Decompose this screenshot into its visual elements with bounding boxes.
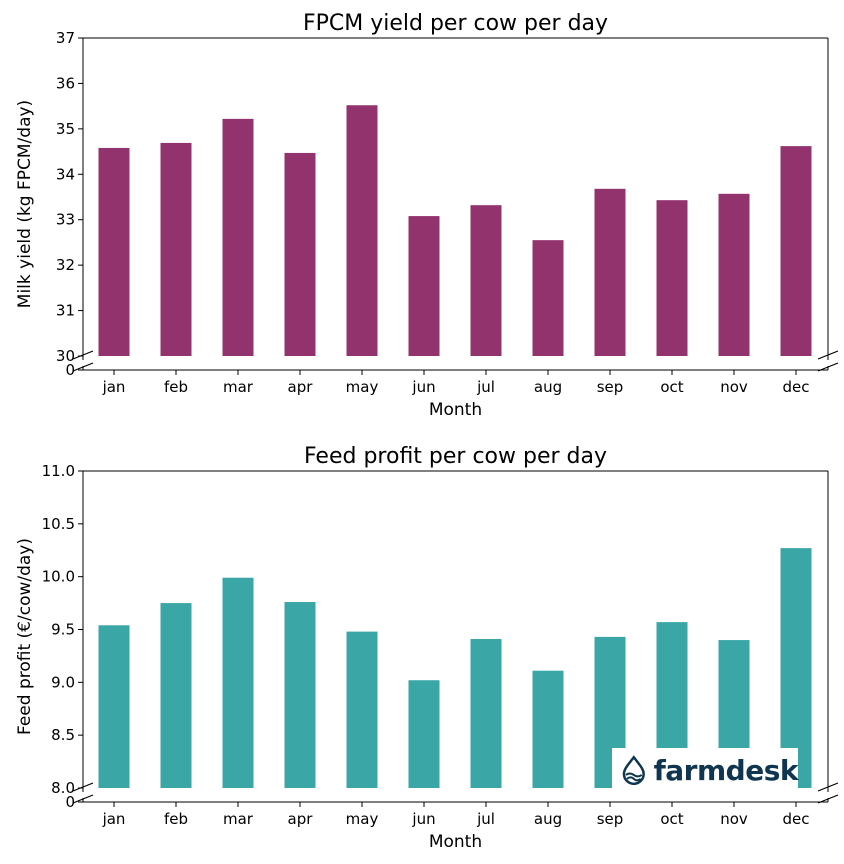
bar-feb [160,142,192,356]
x-tick-label: jul [476,810,495,828]
x-tick-label: oct [660,810,683,828]
x-tick-label: aug [534,378,562,396]
x-tick-label: may [346,810,379,828]
bar-nov [718,193,750,356]
x-tick-label: mar [223,378,254,396]
bar-dec [780,146,812,356]
bar-jan [98,147,130,356]
x-tick-label: mar [223,810,254,828]
y-axis-label: Milk yield (kg FPCM/day) [15,100,35,308]
farmdesk-logo: farmdesk [612,748,799,792]
x-tick-label: nov [720,378,748,396]
x-tick-label: jun [411,810,435,828]
x-tick-label: dec [783,378,810,396]
y-tick-label: 33 [56,211,75,229]
y-tick-label: 36 [56,74,75,92]
y-tick-label: 9.5 [51,621,75,639]
y-tick-label: 8.5 [51,726,75,744]
bar-jul [470,639,502,788]
y-tick-label: 35 [56,120,75,138]
x-tick-label: oct [660,378,683,396]
x-tick-label: feb [164,378,188,396]
x-tick-label: jul [476,378,495,396]
bar-jun [408,216,440,356]
x-tick-label: sep [597,810,624,828]
y-tick-label: 30 [56,347,75,365]
axis-break-mark [817,794,839,804]
x-tick-label: nov [720,810,748,828]
bar-aug [532,670,564,788]
axis-break-mark [817,362,839,372]
x-tick-label: apr [288,810,314,828]
bar-may [346,105,378,356]
axis-break-mark [72,362,94,372]
x-tick-label: apr [288,378,314,396]
x-tick-label: jan [102,378,126,396]
y-tick-label: 37 [56,29,75,47]
x-tick-label: aug [534,810,562,828]
bar-oct [656,200,688,356]
bar-feb [160,603,192,788]
y-tick-label: 10.5 [42,515,75,533]
bar-jan [98,625,130,788]
axis-break-mark [72,782,94,792]
chart-title: FPCM yield per cow per day [303,11,608,36]
y-axis-label: Feed profit (€/cow/day) [15,538,35,735]
bar-jun [408,680,440,788]
y-tick-label: 10.0 [42,568,75,586]
x-tick-label: jun [411,378,435,396]
y-zero-label: 0 [65,361,75,379]
axis-break-mark [72,794,94,804]
x-tick-label: dec [783,810,810,828]
bar-mar [222,577,254,788]
x-axis-label: Month [429,832,482,852]
y-tick-label: 31 [56,302,75,320]
bar-aug [532,240,564,356]
y-tick-label: 9.0 [51,673,75,691]
bar-apr [284,602,316,788]
bar-sep [594,188,626,356]
y-tick-label: 8.0 [51,779,75,797]
x-tick-label: sep [597,378,624,396]
drop-icon [622,755,645,785]
x-tick-label: jan [102,810,126,828]
chart-panel-1: FPCM yield per cow per day jan feb mar apr ma… [15,11,839,420]
bar-apr [284,152,316,356]
y-tick-label: 32 [56,256,75,274]
logo-text: farmdesk [653,753,799,787]
x-tick-label: may [346,378,379,396]
x-tick-label: feb [164,810,188,828]
y-zero-label: 0 [65,793,75,811]
axis-break-mark [817,782,839,792]
bar-jul [470,205,502,356]
axis-break-mark [817,350,839,360]
bar-may [346,631,378,788]
y-tick-label: 34 [56,165,75,183]
bar-mar [222,118,254,356]
axis-break-mark [72,350,94,360]
x-axis-label: Month [429,400,482,420]
chart-title: Feed profit per cow per day [304,444,607,469]
y-tick-label: 11.0 [42,462,75,480]
